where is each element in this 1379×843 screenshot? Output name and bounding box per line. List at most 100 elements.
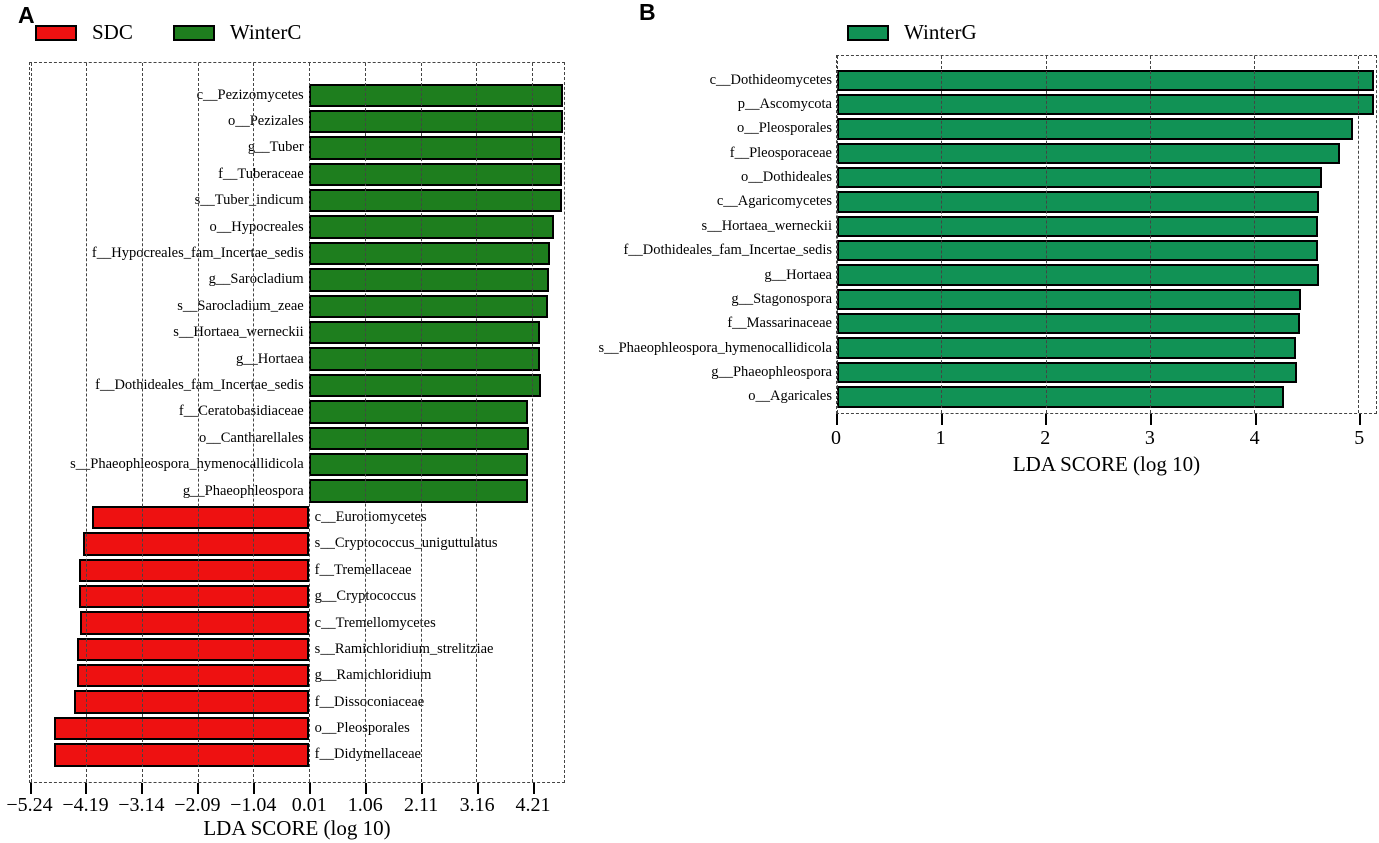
bar-row: g__Sarocladium (30, 267, 564, 293)
gridline-0.01 (309, 63, 311, 782)
bar-s__Hortaea_werneckii (308, 321, 540, 345)
bar-g__Stagonospora (837, 288, 1301, 311)
bar-label-g__Cryptococcus: g__Cryptococcus (314, 588, 417, 605)
gridline-−5.24 (30, 63, 32, 782)
bar-label-s__Hortaea_werneckii: s__Hortaea_werneckii (701, 217, 832, 234)
bar-row: s__Cryptococcus_uniguttulatus (30, 531, 564, 557)
bar-label-s__Cryptococcus_uniguttulatus: s__Cryptococcus_uniguttulatus (314, 535, 498, 552)
bar-row: f__Ceratobasidiaceae (30, 399, 564, 425)
panel-b-axis-title: LDA SCORE (log 10) (1012, 452, 1201, 476)
bar-row: o__Pleosporales (30, 715, 564, 741)
bar-row: o__Hypocreales (30, 214, 564, 240)
bar-label-c__Tremellomycetes: c__Tremellomycetes (314, 614, 436, 631)
bar-label-g__Hortaea: g__Hortaea (764, 266, 832, 283)
bar-label-o__Pezizales: o__Pezizales (227, 113, 304, 130)
bar-row: s__Hortaea_werneckii (702, 214, 1376, 238)
tick-mark-5 (1359, 414, 1362, 425)
legend-swatch-sdc (35, 24, 77, 41)
bar-row: s__Tuber_indicum (30, 188, 564, 214)
bar-s__Sarocladium_zeae (308, 294, 549, 319)
panel-a-x-axis: −5.24 −4.19 −3.14 −2.09 −1.04 0.01 1.06 2.11 3.1… (6, 783, 565, 823)
bar-label-s__Ramichloridium_strelitziae: s__Ramichloridium_strelitziae (314, 640, 494, 657)
tick-label-3: 3 (1144, 427, 1155, 449)
bar-o__Pleosporales (54, 716, 309, 741)
bar-label-c__Eurotiomycetes: c__Eurotiomycetes (314, 508, 427, 525)
bar-label-g__Phaeophleospora: g__Phaeophleospora (711, 363, 832, 380)
gridline-−1.04 (253, 63, 255, 782)
bar-label-o__Agaricales: o__Agaricales (748, 388, 832, 405)
bar-row: p__Ascomycota (738, 92, 1376, 116)
bar-row: o__Dothideales (741, 165, 1376, 189)
bar-row: g__Tuber (30, 135, 564, 161)
bar-row: f__Massarinaceae (727, 312, 1376, 336)
bar-c__Agaricomycetes (837, 191, 1319, 213)
gridline-−2.09 (197, 63, 199, 782)
bar-label-f__Hypocreales_fam_Incertae_sedis: f__Hypocreales_fam_Incertae_sedis (91, 245, 304, 262)
bar-o__Pezizales (308, 109, 563, 134)
bar-g__Tuber (308, 136, 562, 160)
legend-swatch-winterg (847, 24, 889, 41)
bar-f__Ceratobasidiaceae (308, 400, 528, 424)
bar-row: o__Cantharellales (30, 425, 564, 451)
bar-f__Pleosporaceae (837, 142, 1340, 164)
tick-mark-−4.19 (85, 783, 88, 794)
bar-row: c__Eurotiomycetes (30, 504, 564, 530)
bar-label-o__Pleosporales: o__Pleosporales (736, 120, 832, 137)
tick-label-−2.09: −2.09 (174, 794, 221, 816)
bar-label-s__Hortaea_werneckii: s__Hortaea_werneckii (173, 324, 304, 341)
bar-label-f__Dissoconiaceae: f__Dissoconiaceae (314, 693, 425, 710)
bar-label-f__Pleosporaceae: f__Pleosporaceae (729, 144, 832, 161)
bar-label-p__Ascomycota: p__Ascomycota (737, 96, 832, 113)
bar-g__Cryptococcus (79, 584, 309, 609)
bar-label-s__Phaeophleospora_hymenocallidicola: s__Phaeophleospora_hymenocallidicola (598, 339, 832, 356)
tick-mark-4 (1254, 414, 1257, 425)
bar-label-f__Dothideales_fam_Incertae_sedis: f__Dothideales_fam_Incertae_sedis (623, 242, 832, 259)
bar-o__Dothideales (837, 166, 1322, 189)
bar-row: f__Dissoconiaceae (30, 689, 564, 715)
tick-mark-4.21 (533, 783, 536, 794)
tick-label-4: 4 (1249, 427, 1260, 449)
tick-mark-3.16 (477, 783, 480, 794)
bar-label-f__Massarinaceae: f__Massarinaceae (727, 315, 832, 332)
bar-f__Didymellaceae (53, 743, 309, 767)
tick-mark-−3.14 (141, 783, 144, 794)
bar-row: g__Hortaea (764, 263, 1376, 287)
tick-mark-0 (836, 414, 838, 425)
bar-row: f__Dothideales_fam_Incertae_sedis (623, 239, 1376, 263)
bar-label-g__Tuber: g__Tuber (247, 139, 304, 156)
bar-g__Sarocladium (308, 268, 549, 292)
tick-label-−5.24: −5.24 (6, 794, 53, 816)
bar-label-g__Phaeophleospora: g__Phaeophleospora (182, 482, 304, 499)
bar-label-s__Tuber_indicum: s__Tuber_indicum (194, 192, 304, 209)
bar-row: o__Agaricales (748, 385, 1376, 409)
bar-label-c__Pezizomycetes: c__Pezizomycetes (196, 86, 304, 103)
bar-row: o__Pezizales (30, 108, 564, 134)
bar-row: s__Phaeophleospora_hymenocallidicola (598, 336, 1376, 360)
bar-row: g__Phaeophleospora (30, 478, 564, 504)
bar-row: f__Tuberaceae (30, 161, 564, 187)
bar-f__Dothideales_fam_Incertae_sedis (308, 373, 541, 398)
tick-mark-3 (1149, 414, 1152, 425)
panel-a-plot: c__Pezizomycetes o__Pezizales g__Tuber f__T… (29, 62, 565, 783)
bar-f__Massarinaceae (837, 313, 1300, 335)
tick-label-0.01: 0.01 (291, 794, 327, 816)
bar-row: c__Pezizomycetes (30, 82, 564, 108)
bar-row: s__Hortaea_werneckii (30, 320, 564, 346)
legend-label-sdc: SDC (92, 20, 133, 44)
bar-g__Phaeophleospora (837, 361, 1297, 384)
tick-mark-2.11 (421, 783, 424, 794)
tick-label-1: 1 (935, 427, 946, 449)
legend-label-winterc: WinterC (229, 20, 302, 44)
gridline-5 (1358, 56, 1360, 413)
tick-label-1.06: 1.06 (347, 794, 383, 816)
bar-label-s__Sarocladium_zeae: s__Sarocladium_zeae (177, 297, 304, 314)
gridline-2 (1045, 56, 1047, 413)
bar-label-g__Ramichloridium: g__Ramichloridium (314, 667, 432, 684)
bar-p__Ascomycota (837, 93, 1374, 116)
bar-g__Ramichloridium (77, 664, 309, 688)
tick-mark-2 (1045, 414, 1048, 425)
gridline-−4.19 (86, 63, 88, 782)
tick-mark-−2.09 (197, 783, 200, 794)
bar-label-f__Didymellaceae: f__Didymellaceae (314, 746, 421, 763)
bar-c__Pezizomycetes (308, 83, 563, 107)
